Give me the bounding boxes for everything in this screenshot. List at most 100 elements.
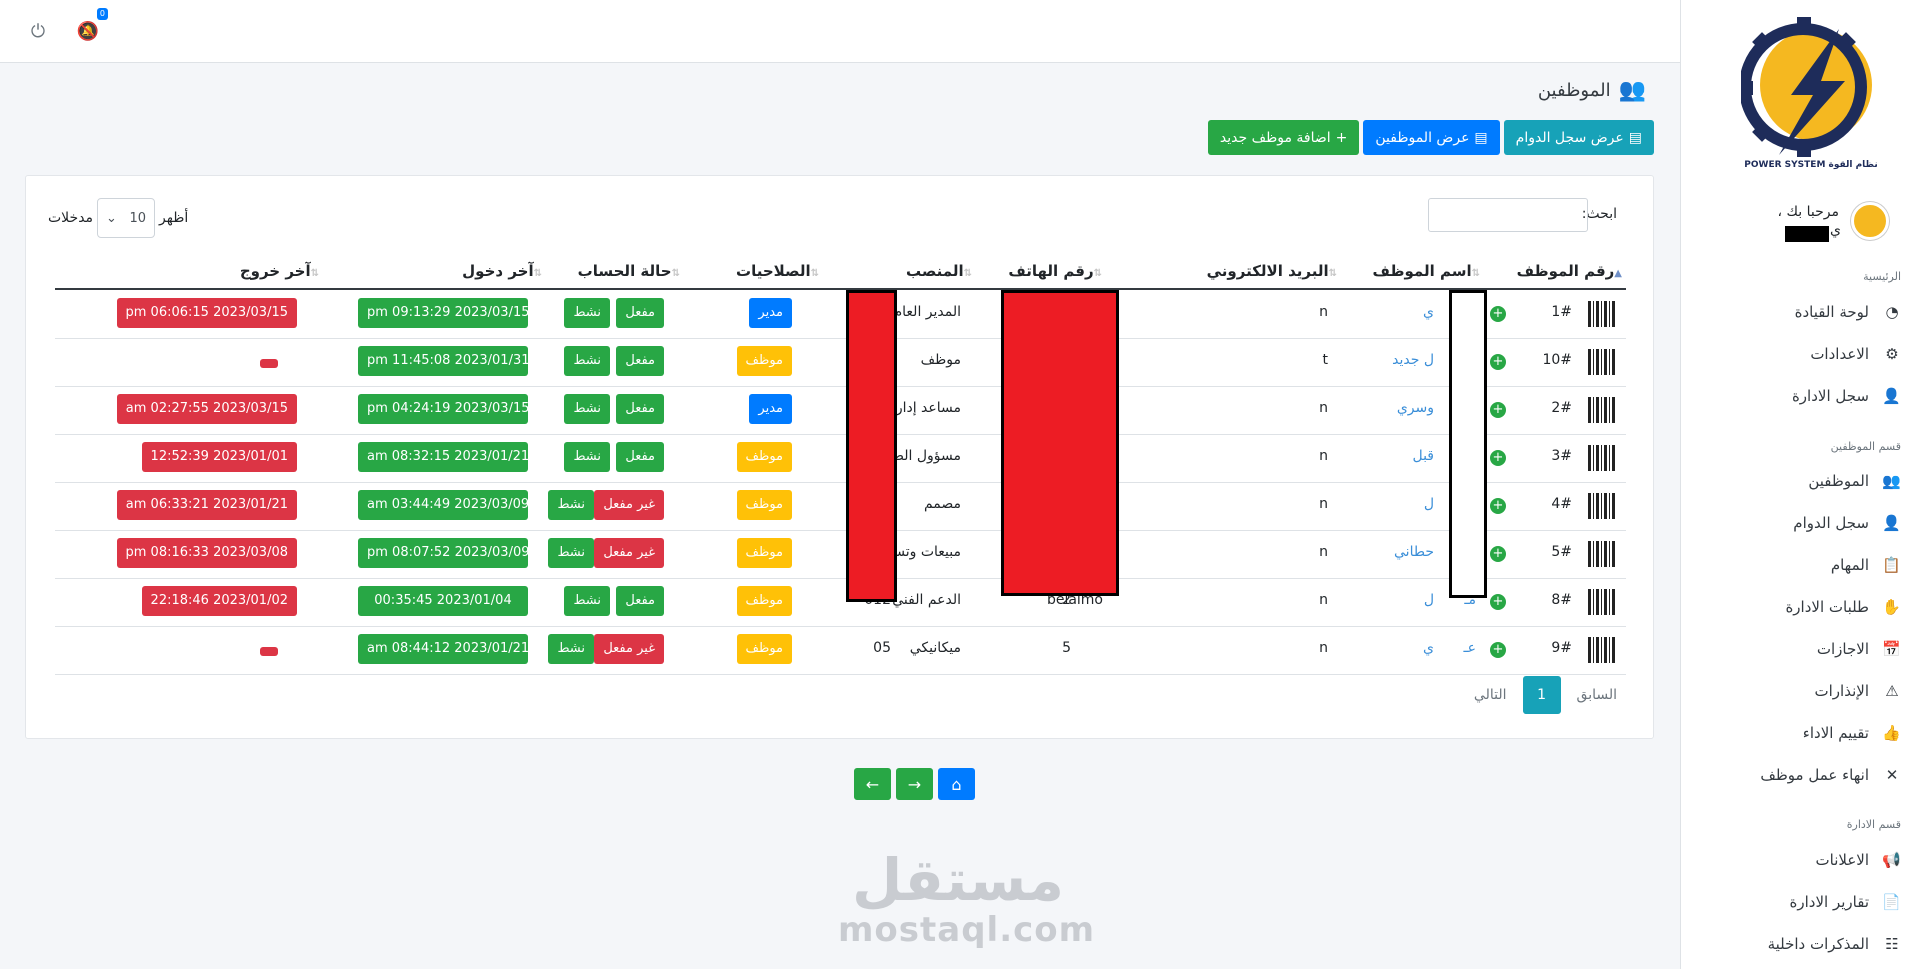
avatar[interactable] [1851, 202, 1889, 240]
barcode-icon[interactable] [1588, 589, 1616, 615]
account-enabled-badge[interactable]: غير مفعل [594, 634, 664, 664]
col-header-last-in[interactable]: ⇅آخر دخول [462, 262, 542, 280]
sidebar-item-attendance[interactable]: 👤 سجل الدوام [1793, 514, 1901, 532]
barcode-icon[interactable] [1588, 445, 1616, 471]
user-name-tail: ي [1830, 222, 1841, 238]
bell-slash-icon: 🔕 [76, 21, 100, 42]
account-active-badge[interactable]: نشط [564, 394, 610, 424]
account-enabled-badge[interactable]: مفعل [616, 442, 664, 472]
next-page-button[interactable]: التالي [1473, 687, 1507, 703]
account-active-badge[interactable]: نشط [564, 298, 610, 328]
employee-name-end[interactable]: ل [1423, 592, 1434, 608]
sidebar-item-tasks[interactable]: 📋 المهام [1830, 556, 1901, 574]
search-label: ابحث: [1581, 206, 1617, 222]
expand-row-icon[interactable]: + [1490, 402, 1506, 418]
last-login-badge: 00:35:45 2023/01/04 [358, 586, 528, 616]
col-header-phone[interactable]: ⇅رقم الهاتف [1008, 262, 1102, 280]
expand-row-icon[interactable]: + [1490, 546, 1506, 562]
employee-id: 10# [1542, 352, 1572, 368]
employee-name-end[interactable]: حطاني [1394, 544, 1434, 560]
col-header-last-out[interactable]: ⇅آخر خروج [239, 262, 319, 280]
account-enabled-badge[interactable]: مفعل [616, 586, 664, 616]
expand-row-icon[interactable]: + [1490, 306, 1506, 322]
role-badge: موظف [736, 490, 792, 520]
col-header-status[interactable]: ⇅حالة الحساب [577, 262, 680, 280]
account-enabled-badge[interactable]: غير مفعل [594, 538, 664, 568]
employee-name-end[interactable]: ل [1423, 496, 1434, 512]
page-1-button[interactable]: 1 [1522, 676, 1561, 714]
expand-row-icon[interactable]: + [1490, 498, 1506, 514]
barcode-icon[interactable] [1588, 637, 1616, 663]
sitemap-icon: ☷ [1885, 935, 1899, 953]
forward-button[interactable]: → [896, 768, 933, 800]
account-enabled-badge[interactable]: غير مفعل [594, 490, 664, 520]
table-row: 9# + عـ ي n 5 05 ميكانيكي موظف غير مفعل نشط am 08:4… [55, 627, 1626, 675]
view-attendance-button[interactable]: ▤ عرض سجل الدوام [1503, 120, 1654, 155]
col-header-id[interactable]: ▲رقم الموظف [1516, 262, 1622, 280]
sidebar-item-memos[interactable]: ☷ المذكرات داخلية [1768, 930, 1901, 958]
account-active-badge[interactable]: نشط [548, 538, 594, 568]
page-length-select[interactable]: ⌄ 10 [97, 198, 156, 238]
account-active-badge[interactable]: نشط [564, 442, 610, 472]
account-active-badge[interactable]: نشط [548, 634, 594, 664]
employee-name-end[interactable]: ي [1423, 304, 1434, 320]
account-active-badge[interactable]: نشط [564, 346, 610, 376]
section-title-main: الرئيسية [1863, 270, 1901, 283]
account-enabled-badge[interactable]: مفعل [616, 298, 664, 328]
expand-row-icon[interactable]: + [1490, 594, 1506, 610]
welcome-text: مرحبا بك ، [1777, 204, 1839, 220]
barcode-icon[interactable] [1588, 301, 1616, 327]
power-icon[interactable]: ⏻ [30, 21, 46, 42]
employee-position: ميكانيكي [909, 640, 961, 656]
sidebar-item-admin-log[interactable]: 👤 سجل الادارة [1791, 387, 1901, 405]
col-header-name[interactable]: ⇅اسم الموظف [1372, 262, 1481, 280]
view-employees-button[interactable]: ▤ عرض الموظفين [1363, 120, 1500, 155]
col-header-role[interactable]: ⇅الصلاحيات [736, 262, 819, 280]
add-employee-button[interactable]: + اضافة موظف جديد [1207, 120, 1360, 155]
barcode-icon[interactable] [1588, 493, 1616, 519]
section-title-admin: قسم الادارة [1846, 818, 1901, 831]
sidebar-item-requests[interactable]: ✋ طلبات الادارة [1785, 598, 1901, 616]
account-enabled-badge[interactable]: مفعل [616, 346, 664, 376]
employee-name-end[interactable]: ل جديد [1392, 352, 1434, 368]
account-enabled-badge[interactable]: مفعل [616, 394, 664, 424]
last-login-badge: am 08:32:15 2023/01/21 [358, 442, 529, 472]
barcode-icon[interactable] [1588, 397, 1616, 423]
employee-name-start[interactable]: عـ [1463, 640, 1476, 656]
sidebar-item-settings[interactable]: ⚙ الاعدادات [1810, 340, 1901, 368]
sidebar-item-vacations[interactable]: 📅 الاجازات [1816, 640, 1901, 658]
last-logout-empty-badge [260, 647, 278, 656]
role-badge: موظف [736, 586, 792, 616]
home-button[interactable]: ⌂ [938, 768, 975, 800]
expand-row-icon[interactable]: + [1490, 354, 1506, 370]
account-active-badge[interactable]: نشط [548, 490, 594, 520]
barcode-icon[interactable] [1588, 541, 1616, 567]
sidebar-item-terminate[interactable]: ✕ انهاء عمل موظف [1760, 761, 1901, 789]
back-button[interactable]: ← [854, 768, 891, 800]
barcode-icon[interactable] [1588, 349, 1616, 375]
employee-name-end[interactable]: قبل [1412, 448, 1434, 464]
sidebar-item-warnings[interactable]: ⚠ الإنذارات [1815, 677, 1901, 705]
account-active-badge[interactable]: نشط [564, 586, 610, 616]
power-system-logo[interactable] [1741, 10, 1881, 170]
notification-button[interactable]: 🔕 0 [76, 8, 108, 44]
col-header-email[interactable]: ⇅البريد الالكتروني [1206, 262, 1337, 280]
sidebar-item-evaluation[interactable]: 👍 تقييم الاداء [1802, 724, 1901, 742]
expand-row-icon[interactable]: + [1490, 642, 1506, 658]
sidebar-item-announcements[interactable]: 📢 الاعلانات [1815, 851, 1902, 869]
employee-name-end[interactable]: وسري [1396, 400, 1434, 416]
search-input[interactable] [1428, 198, 1588, 232]
sidebar-item-reports[interactable]: 📄 تقارير الادارة [1789, 893, 1901, 911]
employee-name-start[interactable]: مـ [1464, 592, 1476, 608]
col-header-position[interactable]: ⇅المنصب [905, 262, 972, 280]
prev-page-button[interactable]: السابق [1576, 687, 1617, 703]
table-row: 5#+دلـحطانيnDalal2605مبيعات وتسويقموظفغي… [55, 531, 1626, 579]
sidebar-item-employees[interactable]: 👥 الموظفين [1808, 472, 1901, 490]
user-panel[interactable]: مرحبا بك ، ي [1709, 198, 1889, 248]
employee-id: 8# [1551, 592, 1572, 608]
expand-row-icon[interactable]: + [1490, 450, 1506, 466]
employee-email-start: belalmo [1046, 592, 1103, 608]
employee-position: مساعد إداري [884, 400, 961, 416]
employee-name-end[interactable]: ي [1423, 640, 1434, 656]
sidebar-item-dashboard[interactable]: ◔ لوحة القيادة [1795, 298, 1901, 326]
